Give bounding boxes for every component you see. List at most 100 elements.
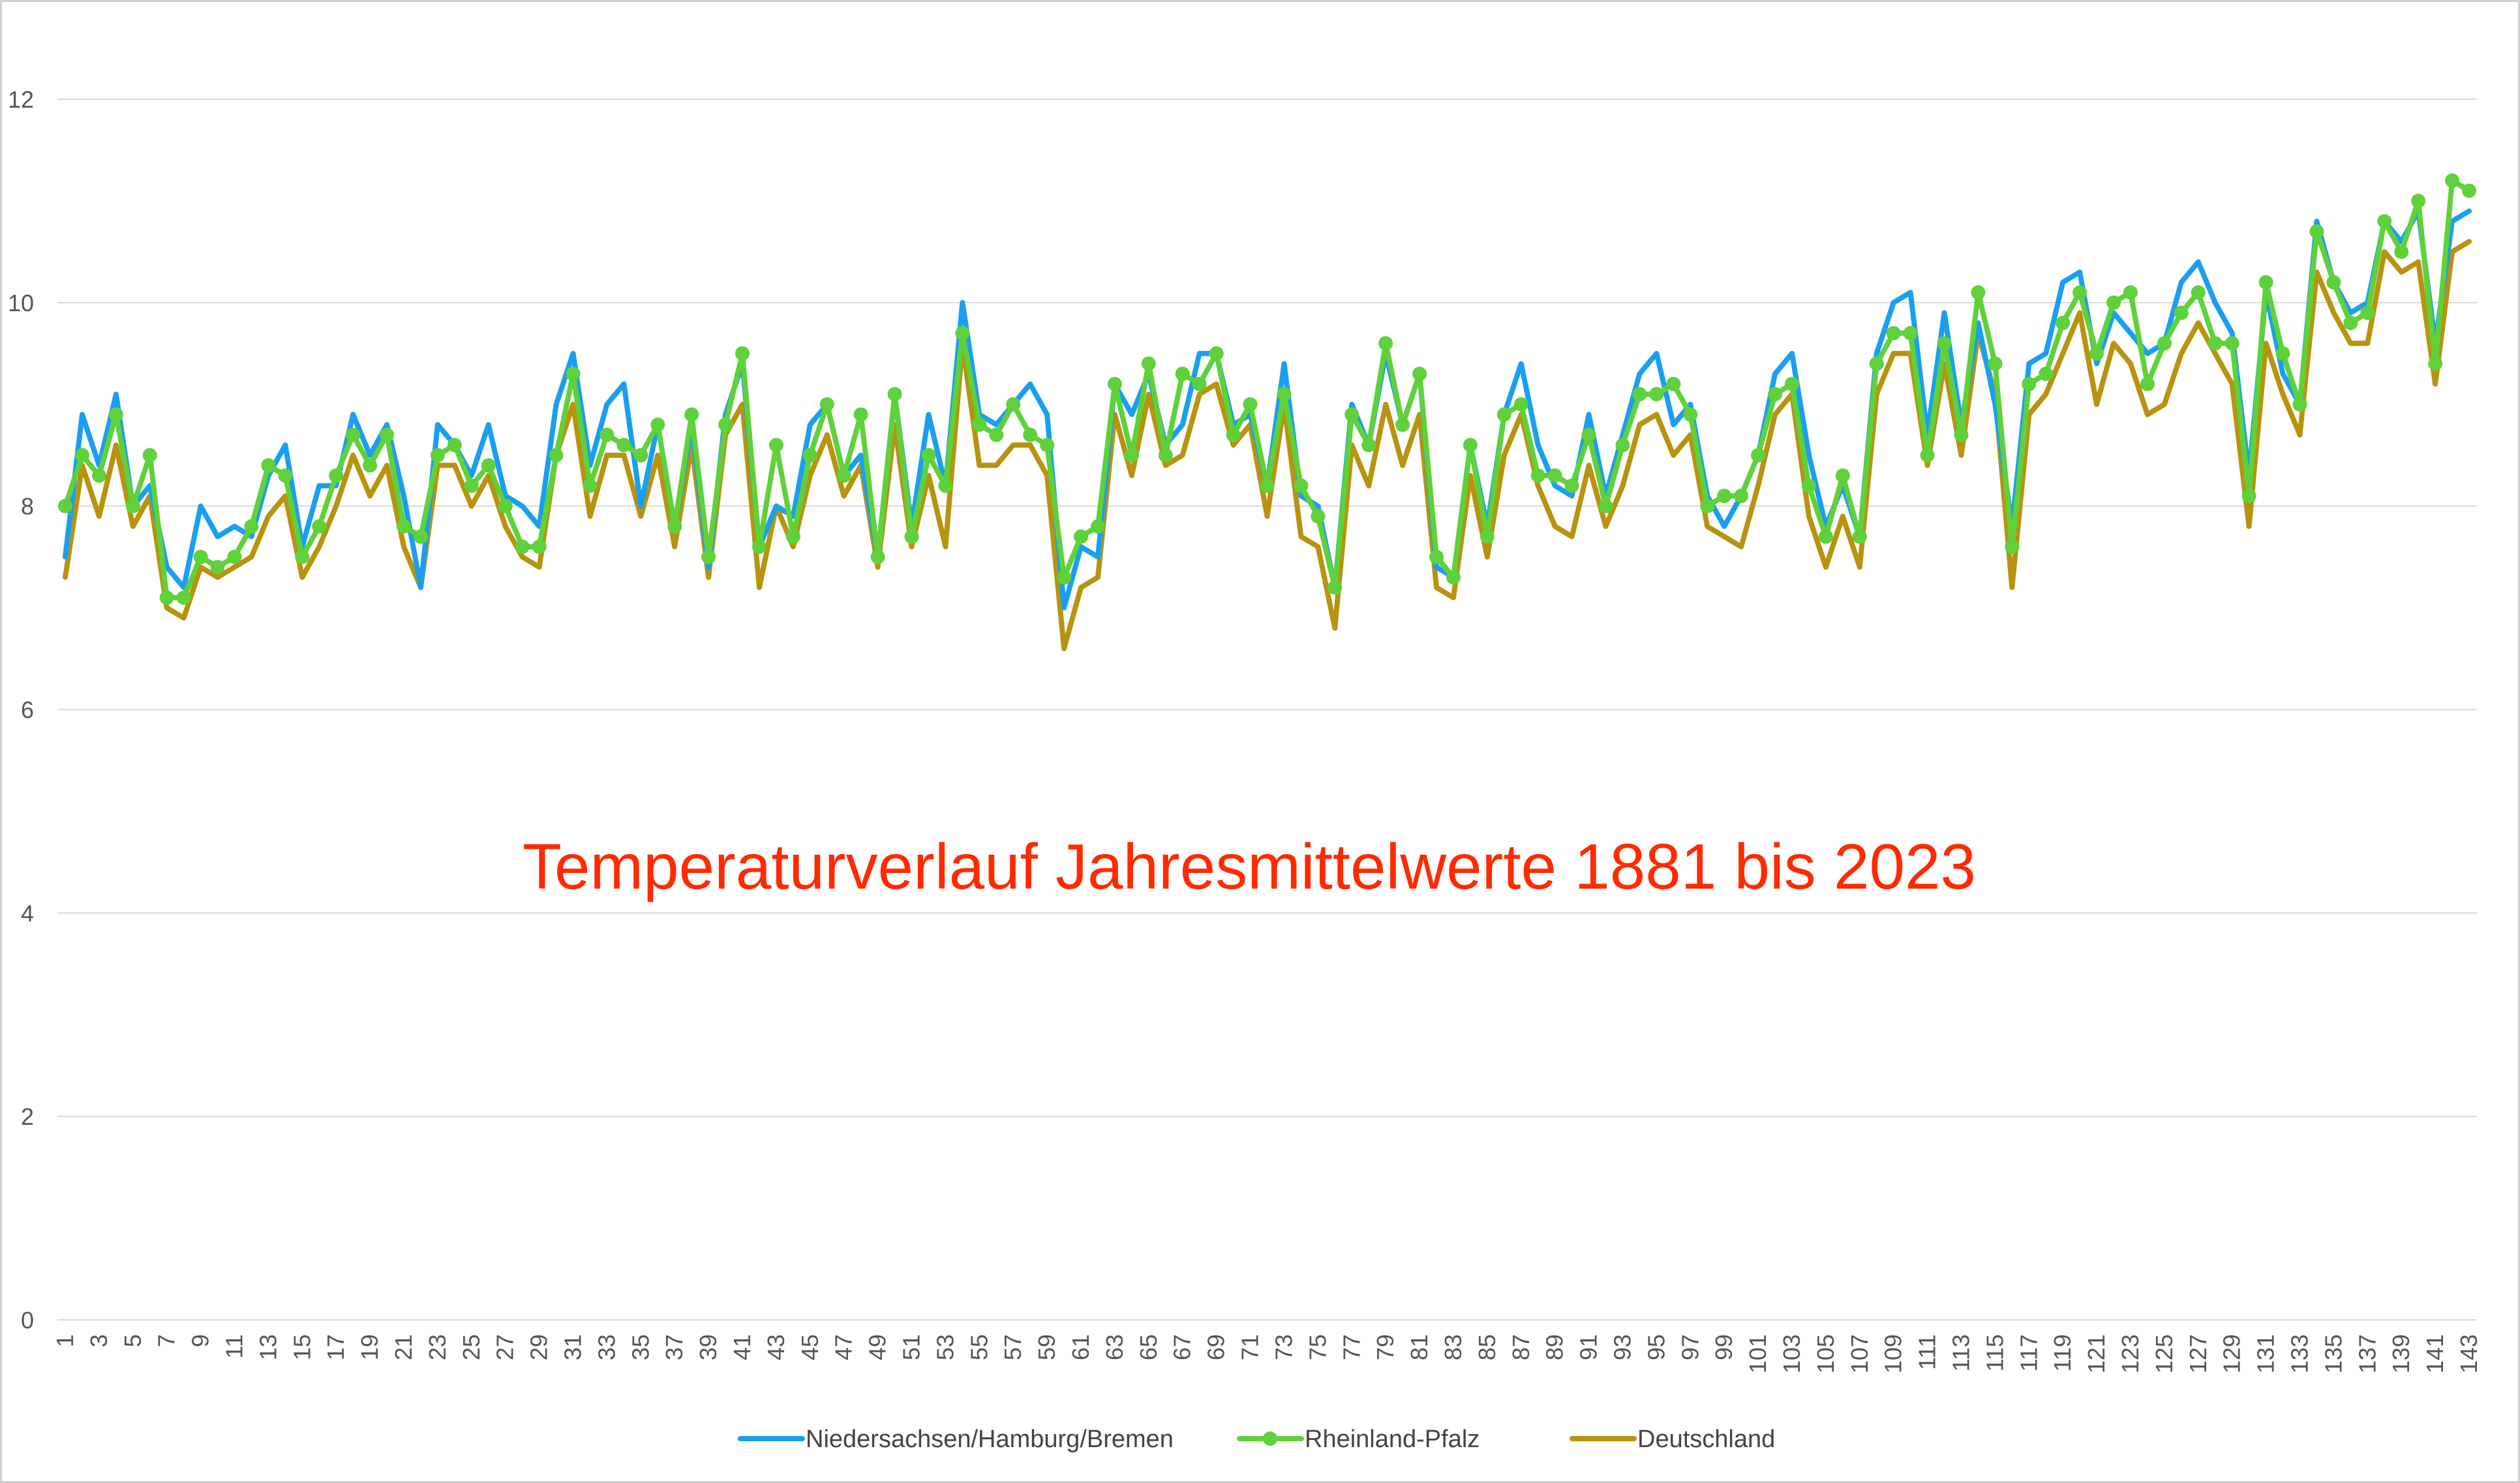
x-tick-label: 123: [2117, 1334, 2144, 1373]
x-tick-label: 57: [999, 1334, 1026, 1360]
x-tick-label: 35: [627, 1334, 654, 1360]
x-tick-label: 101: [1744, 1334, 1771, 1373]
data-point: [1649, 387, 1664, 402]
x-tick-label: 49: [864, 1334, 891, 1360]
data-point: [1480, 529, 1495, 544]
data-point: [210, 560, 225, 575]
data-point: [447, 438, 462, 453]
data-point: [1530, 468, 1545, 483]
data-point: [1429, 549, 1444, 564]
y-tick-label: 0: [21, 1307, 34, 1334]
data-point: [1920, 448, 1935, 463]
x-tick-label: 55: [965, 1334, 992, 1360]
data-point: [1294, 478, 1309, 493]
data-point: [2140, 376, 2155, 391]
x-tick-label: 141: [2421, 1334, 2448, 1373]
x-tick-label: 135: [2320, 1334, 2346, 1373]
x-tick-label: 31: [560, 1334, 586, 1360]
data-point: [1090, 519, 1105, 534]
data-point: [836, 468, 851, 483]
data-point: [346, 427, 361, 442]
x-tick-label: 115: [1981, 1334, 2008, 1371]
x-tick-label: 111: [1914, 1334, 1941, 1370]
x-tick-label: 107: [1846, 1334, 1873, 1373]
data-point: [176, 590, 191, 605]
x-tick-label: 97: [1677, 1334, 1703, 1360]
data-point: [701, 549, 716, 564]
data-point: [2123, 285, 2138, 300]
y-tick-label: 10: [8, 290, 34, 316]
data-point: [125, 498, 140, 513]
legend-label: Niedersachsen/Hamburg/Bremen: [806, 1426, 1174, 1453]
x-tick-label: 83: [1440, 1334, 1466, 1360]
x-tick-label: 89: [1541, 1334, 1568, 1360]
x-tick-label: 29: [526, 1334, 553, 1360]
data-point: [1277, 387, 1292, 402]
data-point: [1243, 397, 1258, 412]
data-point: [616, 438, 631, 453]
x-tick-label: 105: [1812, 1334, 1839, 1373]
x-tick-label: 7: [153, 1334, 180, 1347]
data-point: [1700, 498, 1715, 513]
data-point: [1311, 509, 1326, 524]
x-tick-label: 9: [187, 1334, 214, 1347]
data-point: [870, 549, 885, 564]
data-point: [1141, 356, 1156, 371]
x-tick-label: 47: [830, 1334, 857, 1360]
data-point: [2292, 397, 2307, 412]
y-tick-label: 4: [21, 900, 34, 926]
data-point: [464, 478, 479, 493]
data-point: [1209, 346, 1224, 361]
data-point: [566, 366, 581, 381]
data-point: [2022, 376, 2037, 391]
x-tick-label: 63: [1101, 1334, 1128, 1360]
data-point: [2411, 193, 2426, 208]
data-point: [1412, 366, 1427, 381]
x-tick-label: 37: [661, 1334, 688, 1360]
data-point: [1903, 326, 1918, 341]
data-point: [2428, 356, 2443, 371]
data-point: [2106, 295, 2121, 310]
legend-label: Deutschland: [1637, 1426, 1775, 1453]
data-point: [718, 417, 733, 432]
data-point: [1954, 427, 1969, 442]
x-tick-label: 85: [1474, 1334, 1500, 1360]
x-axis-ticks: 1 3 5 7 9 11 13 15 17 19 21 23 25 27 29 31 33 35 37 39 41 43 4…: [52, 1334, 2482, 1373]
data-point: [989, 427, 1004, 442]
data-point: [667, 519, 682, 534]
x-tick-label: 3: [85, 1334, 112, 1347]
data-point: [1378, 336, 1393, 351]
x-tick-label: 133: [2286, 1334, 2313, 1373]
data-point: [2056, 316, 2071, 331]
data-point: [938, 478, 953, 493]
data-point: [430, 448, 445, 463]
x-tick-label: 25: [458, 1334, 485, 1360]
data-point: [1801, 478, 1816, 493]
data-point: [1683, 407, 1698, 422]
data-point: [684, 407, 699, 422]
data-point: [142, 448, 157, 463]
data-point: [1581, 427, 1596, 442]
data-point: [1971, 285, 1986, 300]
data-point: [1463, 438, 1478, 453]
data-point: [1717, 489, 1732, 504]
data-point: [1395, 417, 1410, 432]
data-point: [1835, 468, 1850, 483]
data-point: [2275, 346, 2290, 361]
data-point: [2208, 336, 2223, 351]
data-point: [1260, 478, 1275, 493]
data-point: [2005, 540, 2020, 555]
legend-marker: [1263, 1431, 1277, 1446]
data-point: [1361, 438, 1376, 453]
x-tick-label: 69: [1203, 1334, 1230, 1360]
data-point: [1040, 438, 1055, 453]
data-point: [159, 590, 174, 605]
data-point: [600, 427, 615, 442]
x-tick-label: 39: [695, 1334, 721, 1360]
x-tick-label: 79: [1372, 1334, 1399, 1360]
x-tick-label: 15: [288, 1334, 315, 1360]
x-tick-label: 95: [1643, 1334, 1669, 1360]
x-tick-label: 139: [2388, 1334, 2414, 1373]
x-tick-label: 99: [1710, 1334, 1737, 1360]
